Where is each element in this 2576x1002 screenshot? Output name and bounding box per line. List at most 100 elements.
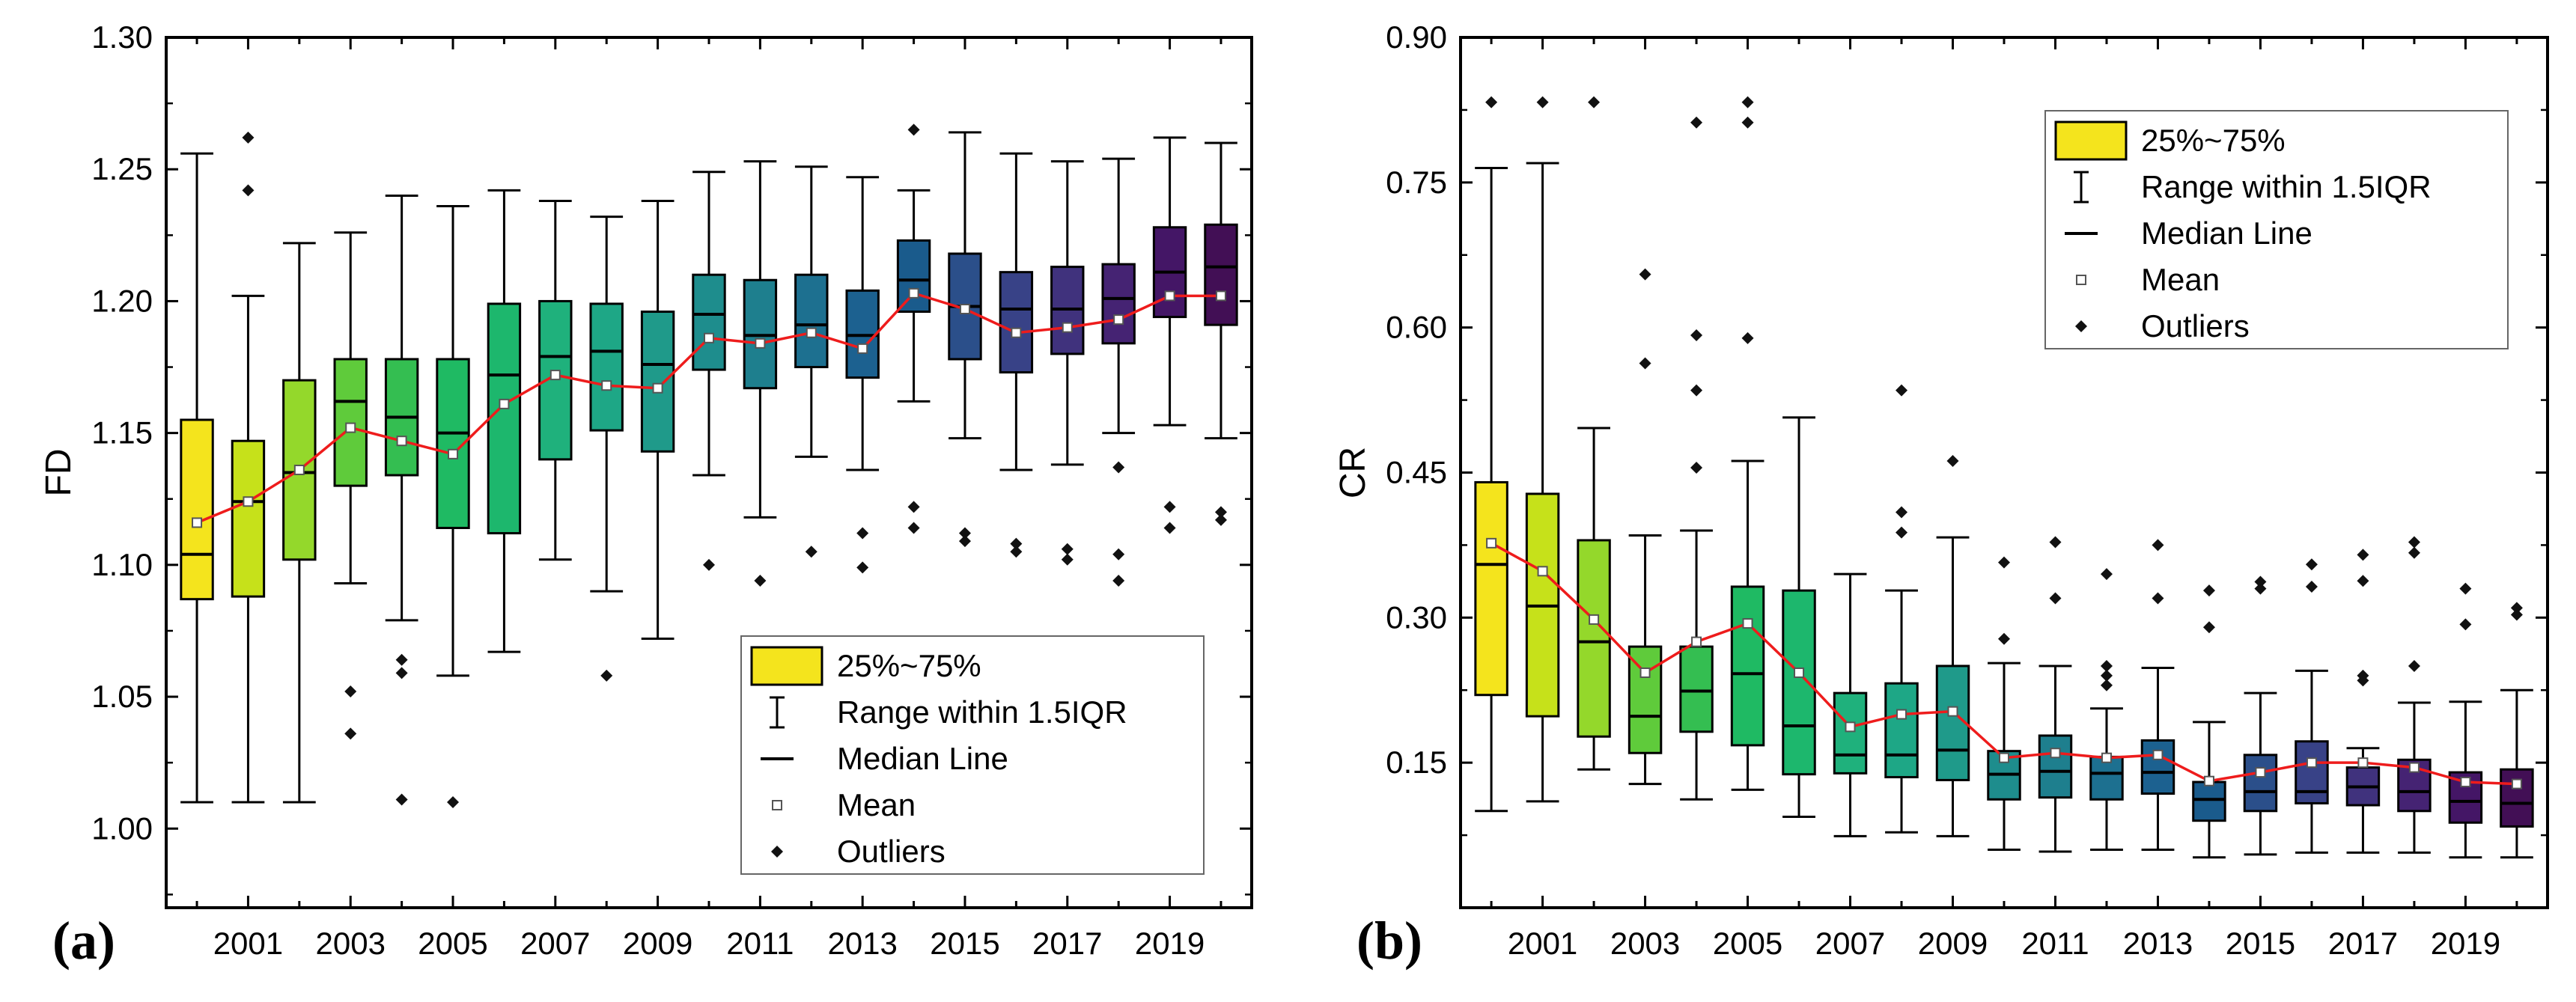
y-tick-label: 0.30	[1386, 599, 1447, 635]
x-axis: 2001 2003 2005 2007 2009 2011 2013 2015 2017 2019	[1490, 37, 2518, 961]
outlier-point	[856, 561, 869, 574]
outlier-point	[2408, 536, 2420, 549]
y-tick-label: 1.15	[91, 415, 153, 450]
mean-marker	[1589, 614, 1600, 625]
outlier-point	[395, 667, 408, 679]
legend-box-swatch	[750, 646, 823, 686]
iqr-box	[589, 302, 624, 432]
outlier-point	[1741, 96, 1754, 109]
mean-marker	[1113, 314, 1124, 326]
outlier-point	[2254, 575, 2267, 588]
outlier-point	[2408, 659, 2420, 672]
mean-marker	[2101, 752, 2112, 763]
y-tick-label: 0.45	[1386, 455, 1447, 490]
box-2003	[333, 231, 368, 740]
x-axis: 2001 2003 2005 2007 2009 2011 2013 2015 2017 2019	[195, 37, 1222, 961]
box-2017	[1050, 160, 1085, 566]
box-2003	[1627, 268, 1663, 786]
legend-box-swatch	[2054, 120, 2128, 161]
outlier-point	[1588, 96, 1601, 109]
iqr-box	[487, 302, 522, 535]
outlier-point	[1214, 506, 1227, 519]
mean-marker	[1999, 752, 2009, 763]
outlier-point	[1639, 268, 1651, 281]
outlier-point	[2357, 549, 2369, 561]
mean-marker	[1896, 709, 1907, 720]
legend-mean-swatch	[2076, 275, 2086, 285]
outlier-point	[2408, 546, 2420, 559]
legend-mean-swatch	[772, 800, 782, 810]
box-2010	[1987, 556, 2021, 851]
mean-marker	[755, 337, 766, 349]
outlier-point	[2305, 580, 2318, 593]
mean-marker	[2511, 778, 2522, 789]
panel-b: 0.15 0.30 0.45 0.60 0.75 0.90 2001 2003 2005 2007…	[1333, 19, 2549, 971]
x-tick-label: 2013	[827, 926, 897, 961]
y-tick-label: 0.90	[1386, 19, 1447, 55]
box-2007	[1833, 572, 1868, 837]
outlier-point	[1690, 329, 1703, 342]
x-tick-label: 2015	[930, 926, 999, 961]
outlier-point	[1690, 384, 1703, 397]
outlier-point	[1112, 574, 1125, 587]
iqr-box	[333, 358, 368, 487]
outlier-point	[2459, 618, 2472, 631]
iqr-box	[180, 418, 214, 601]
iqr-box	[1627, 645, 1663, 754]
y-tick-label: 0.60	[1386, 310, 1447, 345]
outlier-point	[958, 527, 971, 540]
iqr-box	[896, 239, 931, 314]
box-2002	[282, 242, 317, 804]
y-tick-label: 1.25	[91, 151, 153, 186]
outlier-point	[600, 669, 613, 682]
outlier-point	[344, 727, 357, 740]
x-tick-label: 2019	[2431, 926, 2500, 961]
outlier-point	[1112, 461, 1125, 474]
y-axis: 0.15 0.30 0.45 0.60 0.75 0.90	[1386, 19, 2548, 837]
mean-marker	[2152, 749, 2164, 760]
box-2000	[180, 152, 214, 804]
x-tick-label: 2005	[1713, 926, 1782, 961]
outlier-point	[2152, 539, 2164, 552]
box-2019	[2448, 582, 2483, 859]
box-2020	[2500, 602, 2534, 859]
legend-label: Range within 1.5IQR	[2141, 169, 2432, 204]
outlier-point	[1690, 116, 1703, 129]
mean-marker	[1947, 706, 1958, 717]
outlier-point	[2100, 679, 2113, 691]
box-series	[1474, 96, 2534, 859]
outlier-point	[1061, 553, 1074, 566]
iqr-box	[1935, 665, 1970, 781]
outlier-point	[958, 535, 971, 548]
plot-frame	[1459, 36, 2549, 909]
x-tick-label: 2013	[2123, 926, 2193, 961]
y-tick-label: 1.30	[91, 19, 153, 55]
outlier-point	[242, 184, 255, 197]
iqr-box	[2038, 734, 2073, 799]
outlier-point	[2202, 621, 2215, 634]
iqr-box	[1833, 691, 1868, 775]
iqr-box	[1730, 585, 1765, 747]
x-tick-label: 2017	[1032, 926, 1102, 961]
outlier-point	[1896, 384, 1908, 397]
box-2015	[2243, 575, 2278, 856]
y-axis-title: CR	[1333, 447, 1373, 498]
panel-label: (a)	[52, 911, 115, 971]
box-2012	[2089, 568, 2124, 851]
y-tick-label: 0.75	[1386, 165, 1447, 200]
x-tick-label: 2003	[316, 926, 386, 961]
mean-marker	[1215, 290, 1226, 302]
box-2006	[487, 189, 522, 653]
x-tick-label: 2001	[213, 926, 283, 961]
box-2011	[743, 160, 778, 587]
x-tick-label: 2003	[1610, 926, 1680, 961]
mean-marker	[806, 327, 817, 338]
outlier-point	[447, 796, 460, 809]
outlier-point	[395, 793, 408, 806]
outlier-point	[1214, 513, 1227, 526]
mean-marker	[1794, 667, 1805, 678]
panel-a: 1.00 1.05 1.10 1.15 1.20 1.25 1.30 2001 2003 2005…	[39, 19, 1253, 971]
outlier-point	[2510, 608, 2523, 621]
x-tick-label: 2001	[1508, 926, 1577, 961]
